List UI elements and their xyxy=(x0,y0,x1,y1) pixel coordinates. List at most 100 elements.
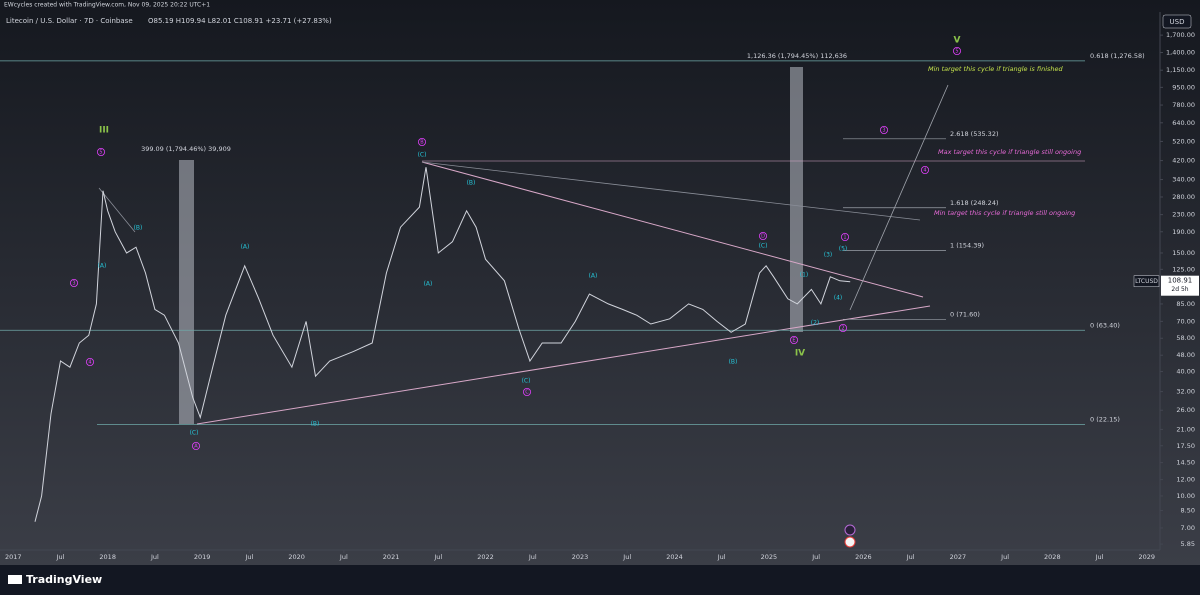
y-tick-label: 48.00 xyxy=(1176,351,1195,359)
wave-circle xyxy=(70,278,79,287)
wave-label: (A) xyxy=(589,273,598,280)
wave-label: 4 xyxy=(88,360,91,366)
wave-label: (5) xyxy=(839,246,848,253)
x-tick-label: Jul xyxy=(811,553,820,561)
x-tick-label: 2023 xyxy=(572,553,589,561)
event-icon[interactable] xyxy=(844,536,856,548)
fib-label: 1.618 (248.24) xyxy=(950,199,999,207)
x-tick-label: 2018 xyxy=(99,553,116,561)
y-tick-label: 520.00 xyxy=(1172,137,1195,145)
projection-line xyxy=(849,84,949,311)
y-tick-label: 40.00 xyxy=(1176,368,1195,376)
y-tick-label: 70.00 xyxy=(1176,317,1195,325)
wave-label: (A) xyxy=(241,244,250,251)
x-tick-label: 2017 xyxy=(5,553,22,561)
wave-circle xyxy=(839,323,848,332)
y-tick-label: 14.50 xyxy=(1176,459,1195,467)
event-icon[interactable] xyxy=(844,524,856,536)
wave-label: B xyxy=(420,140,424,146)
countdown: 2d 5h xyxy=(1171,286,1188,293)
x-tick-label: Jul xyxy=(244,553,253,561)
wave-label: 3 xyxy=(882,128,885,134)
triangle-upper xyxy=(421,161,924,298)
y-tick-label: 420.00 xyxy=(1172,157,1195,165)
ticker-box xyxy=(1133,275,1160,287)
x-tick-label: Jul xyxy=(150,553,159,561)
x-tick-label: 2022 xyxy=(477,553,494,561)
x-tick-label: Jul xyxy=(1095,553,1104,561)
wave-label: (B) xyxy=(134,225,143,232)
wave-label: III xyxy=(99,126,109,136)
fib-label: 0 (71.60) xyxy=(950,310,980,318)
wave-circle xyxy=(97,147,106,156)
wave-label: 5 xyxy=(955,49,958,55)
fib-label: 0 (22.15) xyxy=(1090,416,1120,424)
measure-box xyxy=(179,160,194,424)
y-tick-label: 340.00 xyxy=(1172,176,1195,184)
wave-label: (4) xyxy=(834,295,843,302)
note: Min target this cycle if triangle is fin… xyxy=(928,65,1064,73)
wave-label: (C) xyxy=(190,430,199,437)
measure-label: 399.09 (1,794.46%) 39,909 xyxy=(141,145,231,153)
fib-label: 0.618 (1,276.58) xyxy=(1090,52,1145,60)
x-tick-label: Jul xyxy=(339,553,348,561)
wave-label: (1) xyxy=(800,272,809,279)
currency-box[interactable] xyxy=(1162,14,1192,29)
y-tick-label: 280.00 xyxy=(1172,193,1195,201)
symbol-title: Litecoin / U.S. Dollar · 7D · Coinbase xyxy=(6,17,133,25)
x-tick-label: 2026 xyxy=(855,553,872,561)
wave-label: (B) xyxy=(729,359,738,366)
measure-label: 1,126.36 (1,794.45%) 112,636 xyxy=(747,52,847,60)
wave-label: 2 xyxy=(841,326,844,332)
brand-logo xyxy=(8,575,22,584)
currency: USD xyxy=(1170,18,1185,26)
wave-label: (B) xyxy=(311,421,320,428)
wave-label: C xyxy=(525,390,529,396)
wave-circle xyxy=(417,137,426,146)
wave-label: E xyxy=(792,338,795,344)
y-tick-label: 640.00 xyxy=(1172,119,1195,127)
x-tick-label: Jul xyxy=(1000,553,1009,561)
wave-label: (3) xyxy=(824,252,833,259)
x-tick-label: Jul xyxy=(433,553,442,561)
wave-label: 4 xyxy=(923,168,926,174)
y-tick-label: 17.50 xyxy=(1176,442,1195,450)
x-tick-label: 2029 xyxy=(1139,553,1156,561)
trend-line xyxy=(98,187,136,233)
wave-label: A xyxy=(194,444,198,450)
x-tick-label: 2025 xyxy=(761,553,778,561)
last-price: 108.91 xyxy=(1168,277,1193,285)
wave-circle xyxy=(841,232,850,241)
y-tick-label: 125.00 xyxy=(1172,265,1195,273)
y-tick-label: 1,150.00 xyxy=(1166,66,1195,74)
x-tick-label: Jul xyxy=(906,553,915,561)
wave-label: (A) xyxy=(98,263,107,270)
brand: TradingView xyxy=(8,573,102,586)
wave-label: V xyxy=(954,36,961,46)
wave-circle xyxy=(191,441,200,450)
chart-background xyxy=(0,0,1200,565)
measure-box xyxy=(790,67,803,332)
footer-bar xyxy=(0,565,1200,595)
wave-label: (2) xyxy=(811,320,820,327)
trend-line xyxy=(421,161,921,221)
wave-label: (A) xyxy=(424,281,433,288)
credit: EWcycles created with TradingView.com, N… xyxy=(4,2,210,9)
wave-label: IV xyxy=(795,349,805,359)
y-tick-label: 10.00 xyxy=(1176,492,1195,500)
ohlc: O85.19 H109.94 L82.01 C108.91 +23.71 (+2… xyxy=(148,17,332,25)
wave-label: (C) xyxy=(759,243,768,250)
wave-label: 3 xyxy=(72,281,75,287)
x-tick-label: 2027 xyxy=(950,553,967,561)
wave-label: (C) xyxy=(418,152,427,159)
wave-circle xyxy=(86,357,95,366)
y-tick-label: 150.00 xyxy=(1172,249,1195,257)
x-tick-label: 2024 xyxy=(666,553,683,561)
wave-label: 1 xyxy=(843,235,846,241)
x-tick-label: Jul xyxy=(622,553,631,561)
y-tick-label: 85.00 xyxy=(1176,300,1195,308)
y-tick-label: 5.85 xyxy=(1181,540,1195,548)
fib-label: 0 (63.40) xyxy=(1090,321,1120,329)
x-tick-label: 2021 xyxy=(383,553,400,561)
note: Min target this cycle if triangle still … xyxy=(934,209,1075,217)
